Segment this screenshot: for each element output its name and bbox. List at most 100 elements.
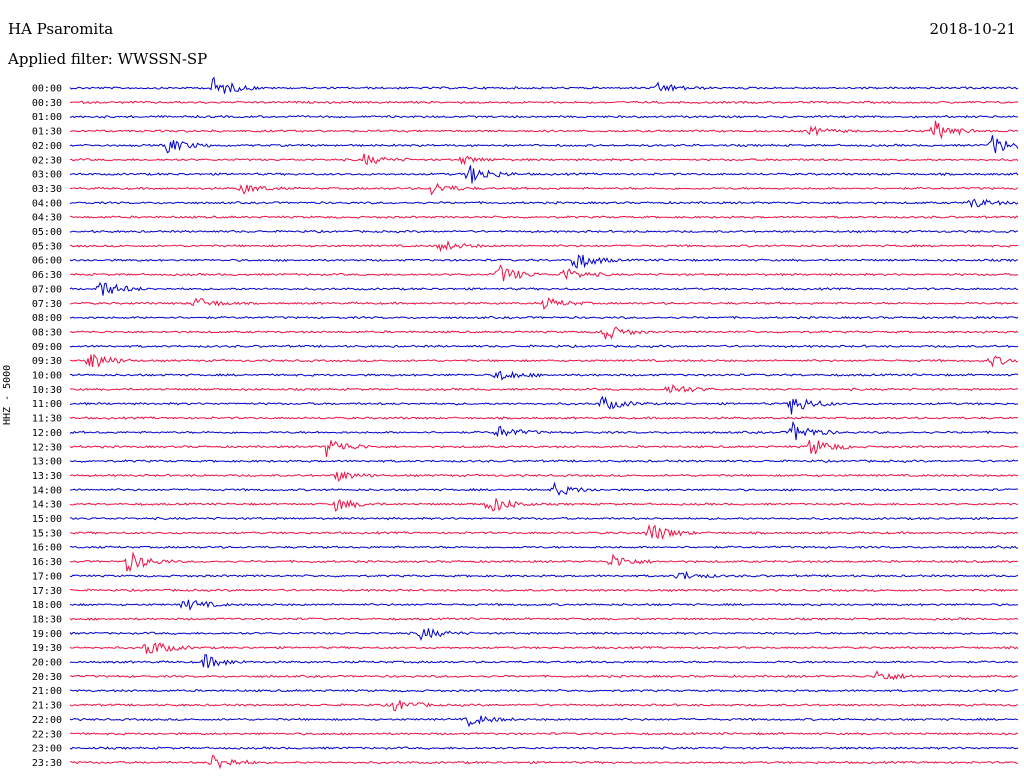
time-tick-label: 12:00 xyxy=(32,428,62,439)
seismic-trace xyxy=(70,215,1019,219)
time-tick-label: 23:30 xyxy=(32,758,62,769)
seismic-trace xyxy=(69,498,1019,512)
time-tick-label: 15:30 xyxy=(32,528,62,539)
time-tick-label: 21:30 xyxy=(32,701,62,712)
seismic-trace xyxy=(69,715,1019,728)
seismic-trace xyxy=(69,516,1019,521)
time-tick-label: 03:00 xyxy=(32,170,62,181)
seismic-trace xyxy=(69,688,1019,693)
applied-filter: Applied filter: WWSSN-SP xyxy=(8,50,208,68)
time-tick-label: 07:00 xyxy=(32,284,62,295)
seismic-trace xyxy=(69,384,1019,394)
time-tick-label: 01:30 xyxy=(32,127,62,138)
time-tick-label: 13:30 xyxy=(32,471,62,482)
seismic-trace xyxy=(69,440,1019,457)
seismic-trace xyxy=(69,114,1019,119)
seismic-trace xyxy=(69,281,1019,296)
time-tick-label: 04:30 xyxy=(32,213,62,224)
record-date: 2018-10-21 xyxy=(929,20,1016,38)
seismic-trace xyxy=(69,153,1019,166)
time-tick-label: 03:30 xyxy=(32,184,62,195)
time-tick-label: 07:30 xyxy=(32,299,62,310)
seismic-trace xyxy=(69,416,1019,420)
time-tick-label: 20:00 xyxy=(32,658,62,669)
time-tick-label: 00:00 xyxy=(32,84,62,95)
seismic-trace xyxy=(69,326,1019,340)
time-tick-label: 15:00 xyxy=(32,514,62,525)
time-tick-label: 10:30 xyxy=(32,385,62,396)
seismic-trace xyxy=(69,420,1019,441)
seismic-trace xyxy=(69,198,1019,209)
seismic-trace xyxy=(69,120,1019,140)
seismic-trace xyxy=(69,700,1019,711)
seismic-trace xyxy=(69,627,1019,642)
seismic-trace xyxy=(69,315,1019,320)
seismic-trace xyxy=(69,254,1019,269)
time-tick-label: 05:00 xyxy=(32,227,62,238)
time-tick-label: 23:00 xyxy=(32,744,62,755)
seismic-trace xyxy=(69,481,1019,496)
time-tick-label: 02:00 xyxy=(32,141,62,152)
seismic-trace xyxy=(69,395,1019,415)
seismic-trace xyxy=(70,754,1018,770)
time-tick-label: 21:00 xyxy=(32,686,62,697)
seismic-trace xyxy=(69,229,1019,234)
time-tick-label: 16:30 xyxy=(32,557,62,568)
time-tick-label: 14:00 xyxy=(32,485,62,496)
time-tick-label: 22:00 xyxy=(32,715,62,726)
seismic-trace xyxy=(69,76,1019,94)
seismic-trace xyxy=(69,588,1019,593)
time-tick-label: 11:30 xyxy=(32,414,62,425)
seismic-trace xyxy=(69,570,1019,580)
time-tick-label: 20:30 xyxy=(32,672,62,683)
seismic-trace xyxy=(69,165,1019,184)
time-tick-label: 02:30 xyxy=(32,155,62,166)
seismic-trace xyxy=(69,100,1019,105)
seismic-trace xyxy=(69,297,1019,311)
time-tick-label: 06:30 xyxy=(32,270,62,281)
time-tick-label: 00:30 xyxy=(32,98,62,109)
seismic-trace xyxy=(69,523,1019,541)
time-tick-label: 18:30 xyxy=(32,614,62,625)
time-tick-label: 12:30 xyxy=(32,442,62,453)
seismic-trace xyxy=(69,264,1019,282)
time-tick-label: 09:30 xyxy=(32,356,62,367)
seismic-trace xyxy=(69,617,1019,621)
seismic-trace xyxy=(69,459,1019,463)
time-tick-label: 14:30 xyxy=(32,500,62,511)
time-tick-label: 01:00 xyxy=(32,112,62,123)
seismic-trace xyxy=(70,731,1019,736)
time-tick-label: 08:30 xyxy=(32,327,62,338)
time-tick-label: 22:30 xyxy=(32,729,62,740)
time-tick-label: 18:00 xyxy=(32,600,62,611)
seismic-trace xyxy=(69,545,1019,549)
seismic-trace xyxy=(69,599,1019,612)
seismic-trace xyxy=(69,746,1019,750)
time-tick-label: 06:00 xyxy=(32,256,62,267)
time-tick-label: 11:00 xyxy=(32,399,62,410)
time-tick-label: 19:00 xyxy=(32,629,62,640)
seismic-trace xyxy=(69,654,1019,669)
seismic-trace xyxy=(69,240,1019,253)
seismic-trace xyxy=(69,642,1019,654)
time-tick-label: 04:00 xyxy=(32,198,62,209)
time-tick-label: 17:30 xyxy=(32,586,62,597)
time-tick-label: 17:00 xyxy=(32,571,62,582)
seismic-trace xyxy=(69,135,1019,154)
seismic-trace xyxy=(69,470,1019,482)
time-tick-label: 05:30 xyxy=(32,241,62,252)
time-tick-label: 13:00 xyxy=(32,457,62,468)
time-tick-label: 09:00 xyxy=(32,342,62,353)
seismic-trace xyxy=(69,353,1019,368)
seismic-trace xyxy=(69,670,1019,681)
station-name: HA Psaromita xyxy=(8,20,114,38)
seismic-trace xyxy=(69,344,1019,349)
time-tick-label: 16:00 xyxy=(32,543,62,554)
seismic-trace xyxy=(69,551,1019,573)
time-tick-label: 19:30 xyxy=(32,643,62,654)
time-tick-label: 10:00 xyxy=(32,371,62,382)
seismic-trace xyxy=(69,182,1019,196)
seismic-trace xyxy=(69,370,1019,381)
time-tick-label: 08:00 xyxy=(32,313,62,324)
